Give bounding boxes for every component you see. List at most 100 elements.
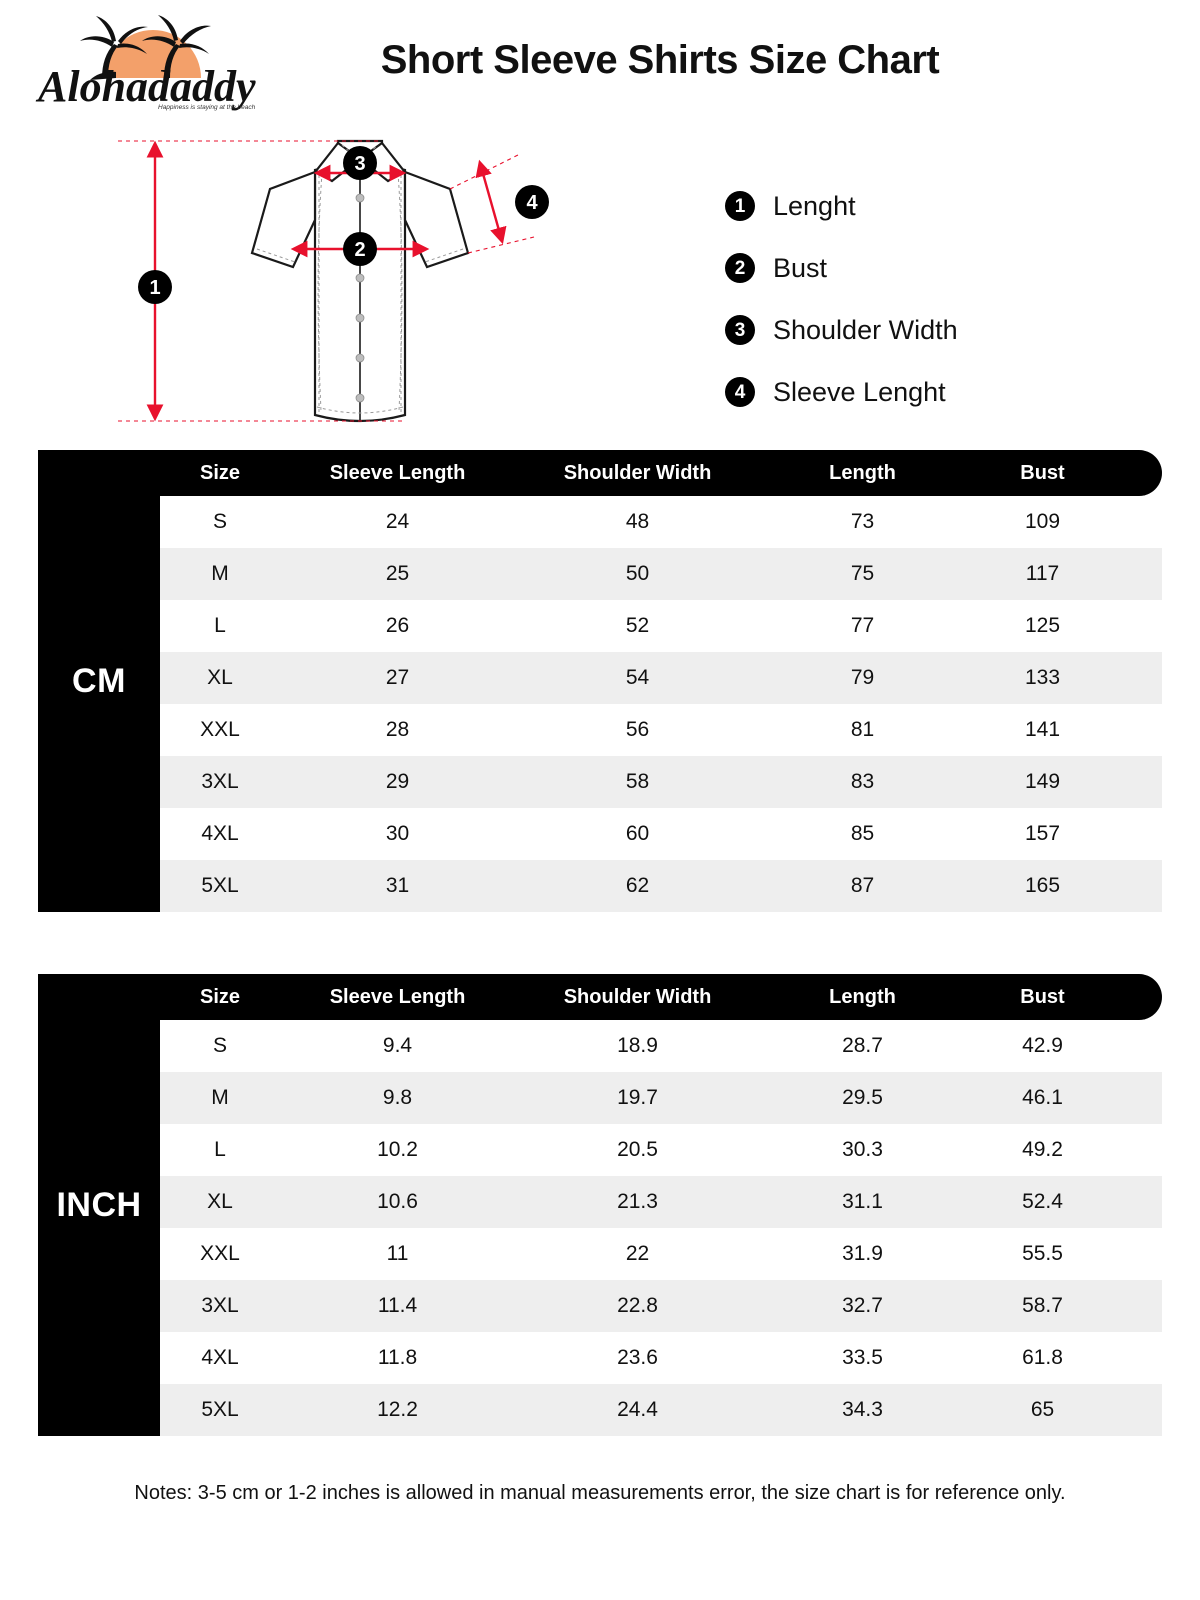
page-header: Alohadaddy Happiness is staying at the b…: [0, 0, 1200, 120]
palm-tree-left-icon: [80, 16, 148, 80]
cell-sleeve: 11.8: [377, 1346, 418, 1369]
shirt-stitching: [256, 144, 464, 414]
cm-table-header: Size Sleeve Length Shoulder Width Length…: [160, 450, 1162, 496]
cell-size: S: [212, 510, 227, 533]
cell-bust: 49.2: [1022, 1138, 1063, 1161]
cell-length: 29.5: [842, 1086, 883, 1109]
table-row: 5XL 31 62 87 165: [160, 860, 1162, 912]
legend-label-2: Bust: [773, 252, 828, 283]
header-length: Length: [829, 985, 896, 1008]
marker-1-label: 1: [149, 277, 160, 299]
cell-sleeve: 11: [386, 1242, 409, 1265]
legend-item-length: 1 Lenght: [725, 175, 1145, 237]
cell-length: 75: [850, 562, 875, 585]
table-row: XL 27 54 79 133: [160, 652, 1162, 704]
cell-size: 5XL: [201, 1398, 239, 1421]
cell-size: 3XL: [201, 1294, 239, 1317]
cell-size: 5XL: [201, 874, 239, 897]
marker-1-circle: [138, 270, 172, 304]
legend-item-shoulder-width: 3 Shoulder Width: [725, 299, 1145, 361]
cell-length: 81: [850, 718, 875, 741]
cell-length: 85: [850, 822, 875, 845]
cell-bust: 55.5: [1022, 1242, 1063, 1265]
cell-size: L: [214, 1138, 226, 1161]
table-row: 3XL 29 58 83 149: [160, 756, 1162, 808]
cell-bust: 46.1: [1022, 1086, 1063, 1109]
inch-table-rows: Size Sleeve Length Shoulder Width Length…: [160, 974, 1162, 1436]
header-size: Size: [199, 461, 241, 484]
marker-4-label: 4: [526, 192, 538, 214]
page-title: Short Sleeve Shirts Size Chart: [380, 38, 940, 82]
cell-length: 79: [850, 666, 875, 689]
cell-sleeve: 30: [385, 822, 410, 845]
cm-unit-label: CM: [38, 450, 160, 912]
cell-bust: 58.7: [1022, 1294, 1063, 1317]
cell-bust: 42.9: [1022, 1034, 1063, 1057]
table-row: 4XL 11.8 23.6 33.5 61.8: [160, 1332, 1162, 1384]
shirt-diagram: 1 2 3 4: [118, 139, 549, 423]
cell-shoulder: 54: [625, 666, 650, 689]
legend-label-1: Lenght: [773, 190, 856, 221]
cell-size: XXL: [200, 1242, 240, 1265]
sleeve-length-arrow: [475, 159, 507, 245]
measurement-legend: 1 Lenght 2 Bust 3 Shoulder Width 4 Sleev…: [725, 175, 1145, 423]
cell-length: 32.7: [842, 1294, 883, 1317]
cell-sleeve: 10.6: [377, 1190, 418, 1213]
marker-3-label: 3: [354, 153, 365, 175]
logo-artwork: Alohadaddy Happiness is staying at the b…: [35, 15, 256, 111]
cm-size-table: CM Size Sleeve Length Shoulder Width Len…: [38, 450, 1162, 912]
legend-item-sleeve-length: 4 Sleeve Lenght: [725, 361, 1145, 423]
table-row: XXL 11 22 31.9 55.5: [160, 1228, 1162, 1280]
inch-size-table: INCH Size Sleeve Length Shoulder Width L…: [38, 974, 1162, 1436]
inch-unit-label: INCH: [38, 974, 160, 1436]
marker-3-circle: [343, 146, 377, 180]
cell-shoulder: 62: [625, 874, 650, 897]
header-size: Size: [199, 985, 241, 1008]
cell-bust: 117: [1025, 562, 1060, 585]
cell-sleeve: 12.2: [377, 1398, 418, 1421]
table-row: XXL 28 56 81 141: [160, 704, 1162, 756]
legend-badge-2: 2: [725, 253, 755, 283]
table-row: S 9.4 18.9 28.7 42.9: [160, 1020, 1162, 1072]
table-row: M 25 50 75 117: [160, 548, 1162, 600]
cell-bust: 141: [1024, 718, 1061, 741]
footer-notes: Notes: 3-5 cm or 1-2 inches is allowed i…: [134, 1482, 1066, 1504]
header-shoulder-width: Shoulder Width: [563, 461, 712, 484]
cell-shoulder: 60: [625, 822, 650, 845]
cell-bust: 133: [1024, 666, 1061, 689]
cell-bust: 125: [1024, 614, 1061, 637]
palm-tree-right-icon: [142, 15, 211, 78]
table-row: 3XL 11.4 22.8 32.7 58.7: [160, 1280, 1162, 1332]
header-sleeve-length: Sleeve Length: [329, 985, 466, 1008]
table-row: 4XL 30 60 85 157: [160, 808, 1162, 860]
cell-bust: 109: [1024, 510, 1061, 533]
cell-bust: 157: [1024, 822, 1061, 845]
marker-4-circle: [515, 185, 549, 219]
cm-table-rows: Size Sleeve Length Shoulder Width Length…: [160, 450, 1162, 912]
cell-sleeve: 31: [385, 874, 410, 897]
table-row: M 9.8 19.7 29.5 46.1: [160, 1072, 1162, 1124]
diagram-markers: 1 2 3 4: [138, 146, 549, 304]
cell-sleeve: 9.4: [382, 1034, 413, 1057]
cell-shoulder: 18.9: [617, 1034, 658, 1057]
cell-length: 31.1: [842, 1190, 883, 1213]
cell-sleeve: 24: [385, 510, 410, 533]
header-sleeve-length: Sleeve Length: [329, 461, 466, 484]
header-bust: Bust: [1020, 461, 1065, 484]
cell-shoulder: 22: [625, 1242, 650, 1265]
brand-wordmark: Alohadaddy: [35, 62, 256, 111]
sun-icon: [105, 30, 201, 78]
cell-sleeve: 25: [385, 562, 410, 585]
legend-label-3: Shoulder Width: [773, 314, 958, 345]
header-bust: Bust: [1020, 985, 1065, 1008]
cell-shoulder: 50: [625, 562, 650, 585]
header-length: Length: [829, 461, 896, 484]
cell-size: XL: [207, 666, 233, 689]
cell-length: 28.7: [842, 1034, 883, 1057]
cell-size: M: [211, 562, 229, 585]
brand-tagline: Happiness is staying at the beach: [158, 104, 256, 111]
cell-bust: 165: [1024, 874, 1061, 897]
cell-sleeve: 10.2: [377, 1138, 418, 1161]
cell-sleeve: 29: [385, 770, 410, 793]
cell-shoulder: 21.3: [617, 1190, 658, 1213]
